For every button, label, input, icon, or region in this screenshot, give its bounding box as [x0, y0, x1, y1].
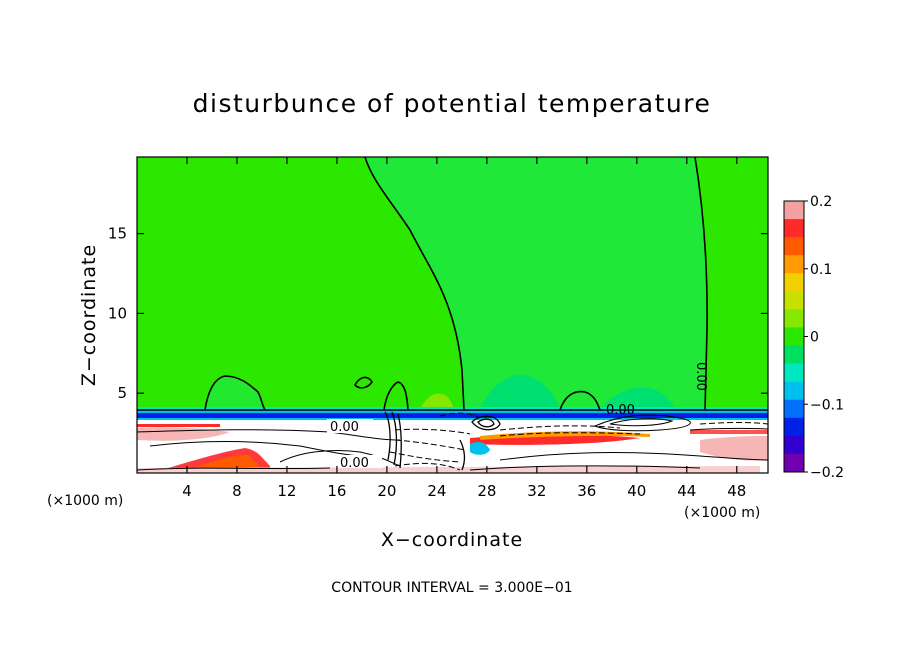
contour-dashed-8 — [439, 412, 481, 419]
contour-line-left-tower — [364, 157, 465, 411]
colorbar-tick-label: 0.1 — [810, 262, 832, 278]
plot-area — [137, 157, 768, 473]
contour-dashed-2 — [394, 439, 466, 451]
field-bump-right — [600, 387, 676, 410]
warm-strip-left — [137, 424, 220, 427]
contour-line-layer-9 — [137, 467, 331, 471]
colorbar-labels: 0.2 0.1 0 −0.1 −0.2 — [804, 194, 844, 481]
x-tick-label: 44 — [677, 482, 696, 500]
x-tick-label: 32 — [527, 482, 546, 500]
contour-vortex-2 — [391, 411, 398, 466]
colorbar-swatch — [784, 255, 804, 274]
warm-patch-right — [700, 436, 768, 461]
colorbar — [783, 200, 805, 473]
contour-vortex-1 — [384, 411, 391, 461]
contour-line-bump-peak — [383, 381, 409, 411]
contour-line-layer-1 — [137, 429, 401, 441]
colorbar-swatch — [784, 273, 804, 292]
field-region-negative-aloft — [365, 157, 707, 410]
colorbar-tick-label: −0.2 — [810, 465, 844, 481]
colorbar-swatch — [784, 291, 804, 310]
x-axis-label: X−coordinate — [381, 529, 523, 551]
colorbar-swatch — [784, 381, 804, 401]
colorbar-swatch — [784, 237, 804, 256]
x-tick-label: 36 — [577, 482, 596, 500]
field-bump-left — [205, 376, 265, 410]
x-axis-ticks: 4 8 12 16 20 24 28 32 36 40 44 48 — [182, 157, 746, 500]
colorbar-swatch — [784, 201, 804, 220]
colorbar-swatch — [784, 435, 804, 455]
y-tick-label: 15 — [108, 225, 127, 243]
colorbar-swatch — [784, 219, 804, 238]
contour-line-right-tower — [694, 157, 708, 411]
x-unit-label-right: (×1000 m) — [684, 505, 760, 521]
warm-patch-bottom — [137, 466, 760, 473]
y-tick-label: 5 — [117, 384, 127, 402]
band-teal — [137, 407, 768, 410]
contour-dashed-5 — [499, 425, 621, 431]
x-tick-label: 48 — [727, 482, 746, 500]
band-cyan — [137, 418, 768, 420]
colorbar-tick-label: −0.1 — [810, 397, 844, 413]
colorbar-swatch — [784, 453, 804, 473]
contour-interval: CONTOUR INTERVAL = 3.000E−01 — [331, 580, 572, 596]
contour-line-layer-6 — [593, 414, 691, 432]
x-tick-label: 8 — [232, 482, 242, 500]
contour-dashed-7 — [699, 422, 768, 425]
warm-patch-lower-left-inner — [190, 455, 262, 470]
x-unit-label-left: (×1000 m) — [47, 493, 123, 509]
contour-line-bump-left — [204, 375, 266, 411]
band-blue — [137, 413, 768, 418]
contour-line-layer-5 — [469, 465, 701, 471]
colorbar-tick-label: 0 — [810, 330, 819, 346]
x-tick-label: 28 — [477, 482, 496, 500]
contour-line-layer-4 — [499, 452, 768, 461]
contour-vortex-4 — [471, 415, 501, 431]
colorbar-tick-label: 0.2 — [810, 194, 832, 210]
contour-label: 0.00 — [693, 362, 708, 391]
contour-vortex-6 — [459, 439, 466, 471]
contour-vortex-5 — [477, 418, 495, 428]
y-axis-label: Z−coordinate — [78, 244, 100, 386]
contour-label: 0.00 — [330, 420, 359, 435]
warm-patch-right-red — [690, 430, 768, 434]
contour-line-bump-center — [559, 390, 601, 411]
x-tick-label: 20 — [377, 482, 396, 500]
plot-frame — [136, 156, 769, 474]
y-tick-label: 10 — [108, 304, 127, 322]
chart-title: disturbunce of potential temperature — [193, 89, 712, 118]
contour-dashed-1 — [394, 428, 471, 435]
colorbar-swatch — [784, 363, 804, 383]
field-bump-warm — [420, 393, 455, 410]
contour-label: 0.00 — [340, 456, 369, 471]
colorbar-swatch — [784, 345, 804, 365]
contour-line-layer-8 — [689, 427, 768, 431]
contour-line-layer-7 — [609, 418, 674, 427]
contour-label: 0.00 — [606, 403, 635, 418]
contour-vortex-3 — [397, 413, 402, 469]
contour-line-small-loop — [354, 376, 373, 389]
x-tick-label: 12 — [277, 482, 296, 500]
band-sky — [137, 410, 768, 413]
colorbar-swatch — [784, 399, 804, 419]
colorbar-swatch — [784, 309, 804, 328]
x-tick-label: 24 — [427, 482, 446, 500]
cold-patch-center — [470, 442, 490, 455]
y-axis-ticks: 5 10 15 — [108, 225, 768, 402]
warm-patch-center-orange — [480, 431, 650, 440]
x-tick-label: 16 — [327, 482, 346, 500]
x-tick-label: 4 — [182, 482, 192, 500]
x-tick-label: 40 — [627, 482, 646, 500]
contour-line-layer-3 — [279, 450, 401, 467]
contour-dashed-6 — [499, 432, 641, 437]
field-bump-center — [480, 374, 560, 410]
colorbar-swatch — [784, 417, 804, 437]
colorbar-swatch — [784, 327, 804, 347]
